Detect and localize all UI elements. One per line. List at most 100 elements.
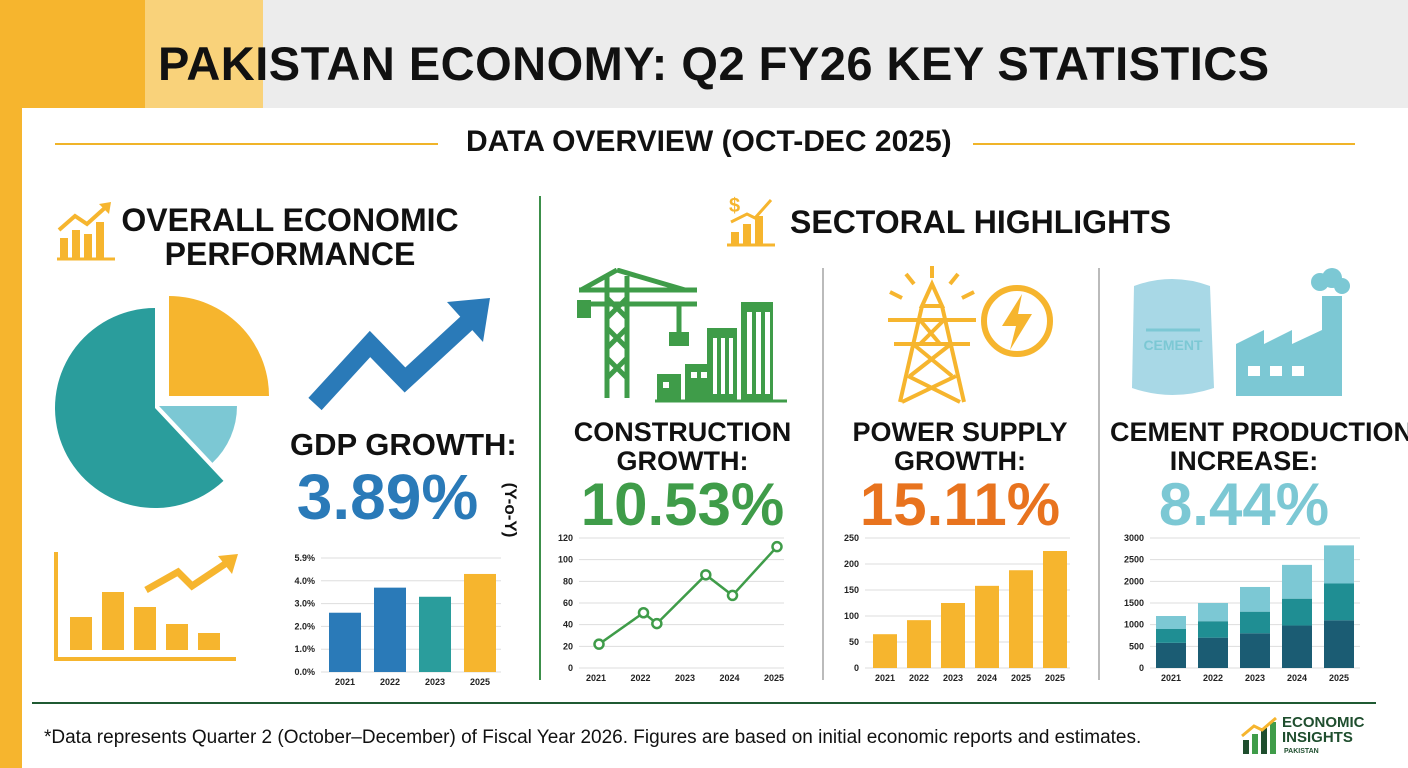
section-divider xyxy=(539,196,541,680)
sectoral-title: SECTORAL HIGHLIGHTS xyxy=(790,205,1171,239)
left-accent-bar xyxy=(0,108,22,768)
cement-ytick: 1000 xyxy=(1124,620,1144,630)
construction-ytick: 20 xyxy=(563,641,573,651)
cement-label: CEMENT PRODUCTION INCREASE: xyxy=(1110,418,1378,476)
pie-slice xyxy=(169,296,269,396)
power-value: 15.11% xyxy=(835,470,1085,539)
power-ytick: 50 xyxy=(849,637,859,647)
construction-point xyxy=(773,542,782,551)
cement-xtick: 2021 xyxy=(1161,673,1181,683)
cement-bar-segment xyxy=(1324,545,1354,583)
gdp-xtick: 2025 xyxy=(470,677,490,687)
cement-ytick: 0 xyxy=(1139,663,1144,673)
overall-title-line2: PERFORMANCE xyxy=(120,237,460,271)
cement-xtick: 2025 xyxy=(1329,673,1349,683)
cement-label-line1: CEMENT PRODUCTION xyxy=(1110,418,1378,447)
construction-ytick: 60 xyxy=(563,598,573,608)
power-label-line1: POWER SUPPLY xyxy=(835,418,1085,447)
construction-ytick: 120 xyxy=(558,533,573,543)
power-ytick: 100 xyxy=(844,611,859,621)
cement-xtick: 2022 xyxy=(1203,673,1223,683)
gdp-bar xyxy=(464,574,496,672)
construction-point xyxy=(652,619,661,628)
power-bar xyxy=(975,586,999,668)
column-divider-1 xyxy=(822,268,824,680)
gdp-xtick: 2022 xyxy=(380,677,400,687)
cement-icon: CEMENT xyxy=(1128,268,1373,403)
footnote: *Data represents Quarter 2 (October–Dece… xyxy=(44,727,1141,749)
power-ytick: 150 xyxy=(844,585,859,595)
logo-line2: INSIGHTS xyxy=(1282,730,1365,745)
power-bar xyxy=(907,620,931,668)
subtitle-rule-right xyxy=(973,143,1355,145)
power-bar-chart: 0501001502002502021 2022 2023 2024 2025 2025 xyxy=(835,530,1075,688)
power-ytick: 0 xyxy=(854,663,859,673)
bar-trend-icon xyxy=(50,552,240,664)
cement-bar-segment xyxy=(1282,599,1312,626)
cement-bag-label: CEMENT xyxy=(1143,337,1203,353)
logo-text: ECONOMIC INSIGHTS xyxy=(1282,715,1365,745)
construction-value: 10.53% xyxy=(555,470,810,539)
trend-arrow-icon xyxy=(305,292,500,417)
gdp-bar xyxy=(374,588,406,672)
construction-xtick: 2024 xyxy=(719,673,739,683)
logo-icon xyxy=(1240,716,1280,756)
cement-bar-segment xyxy=(1156,616,1186,629)
cement-ytick: 2000 xyxy=(1124,576,1144,586)
gdp-ytick: 5.9% xyxy=(294,553,315,563)
overall-title-line1: OVERALL ECONOMIC xyxy=(120,203,460,237)
subtitle: DATA OVERVIEW (OCT-DEC 2025) xyxy=(466,125,952,159)
power-xtick: 2025 xyxy=(1011,673,1031,683)
power-bar xyxy=(941,603,965,668)
construction-xtick: 2025 xyxy=(764,673,784,683)
cement-bar-segment xyxy=(1324,620,1354,668)
construction-ytick: 0 xyxy=(568,663,573,673)
logo-line1: ECONOMIC xyxy=(1282,715,1365,730)
cement-bar-segment xyxy=(1240,612,1270,634)
gdp-bar xyxy=(329,613,361,672)
construction-xtick: 2021 xyxy=(586,673,606,683)
cement-ytick: 1500 xyxy=(1124,598,1144,608)
cement-bar-segment xyxy=(1324,584,1354,621)
gdp-xtick: 2021 xyxy=(335,677,355,687)
construction-label-line1: CONSTRUCTION xyxy=(555,418,810,447)
page-title: PAKISTAN ECONOMY: Q2 FY26 KEY STATISTICS xyxy=(158,36,1270,91)
power-ytick: 250 xyxy=(844,533,859,543)
construction-icon xyxy=(575,268,790,403)
power-xtick: 2023 xyxy=(943,673,963,683)
cement-xtick: 2023 xyxy=(1245,673,1265,683)
column-divider-2 xyxy=(1098,268,1100,680)
power-xtick: 2021 xyxy=(875,673,895,683)
cement-bar-segment xyxy=(1198,603,1228,621)
cement-bar-segment xyxy=(1282,565,1312,599)
power-label: POWER SUPPLY GROWTH: xyxy=(835,418,1085,476)
cement-xtick: 2024 xyxy=(1287,673,1307,683)
cement-bar-segment xyxy=(1240,587,1270,612)
gdp-value: 3.89% xyxy=(290,460,485,534)
growth-chart-icon xyxy=(55,200,117,262)
dollar-growth-icon: $ xyxy=(725,192,777,248)
gdp-bar xyxy=(419,597,451,672)
overall-title: OVERALL ECONOMIC PERFORMANCE xyxy=(120,203,460,271)
power-bar xyxy=(1043,551,1067,668)
svg-text:$: $ xyxy=(729,195,740,217)
construction-point xyxy=(728,591,737,600)
gdp-ytick: 4.0% xyxy=(294,576,315,586)
cement-bar-segment xyxy=(1198,621,1228,637)
cement-value: 8.44% xyxy=(1110,470,1378,539)
subtitle-rule-left xyxy=(55,143,438,145)
power-bar xyxy=(873,634,897,668)
cement-bar-segment xyxy=(1282,626,1312,668)
gdp-xtick: 2023 xyxy=(425,677,445,687)
power-bar xyxy=(1009,570,1033,668)
cement-ytick: 3000 xyxy=(1124,533,1144,543)
logo-subtext: PAKISTAN xyxy=(1284,748,1319,755)
power-xtick: 2024 xyxy=(977,673,997,683)
power-xtick: 2022 xyxy=(909,673,929,683)
cement-stacked-bar-chart: 0500100015002000250030002021 2022 2023 2024… xyxy=(1110,530,1368,688)
power-icon xyxy=(880,266,1055,406)
economy-pie-chart xyxy=(45,296,285,536)
gdp-ytick: 1.0% xyxy=(294,644,315,654)
gdp-bar-chart: 0.0%1.0%2.0%3.0%4.0%5.9%2021 2022 2023 2025 xyxy=(285,548,510,688)
construction-point xyxy=(595,640,604,649)
